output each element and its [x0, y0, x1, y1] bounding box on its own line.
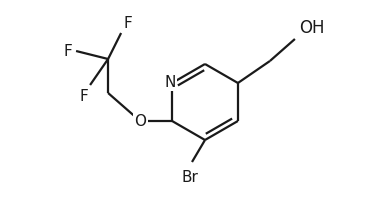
Text: N: N — [164, 75, 176, 90]
Text: O: O — [134, 114, 146, 129]
Text: F: F — [63, 44, 72, 59]
Text: F: F — [123, 16, 132, 31]
Text: OH: OH — [299, 19, 324, 37]
Text: F: F — [79, 89, 88, 103]
Text: Br: Br — [182, 169, 198, 184]
